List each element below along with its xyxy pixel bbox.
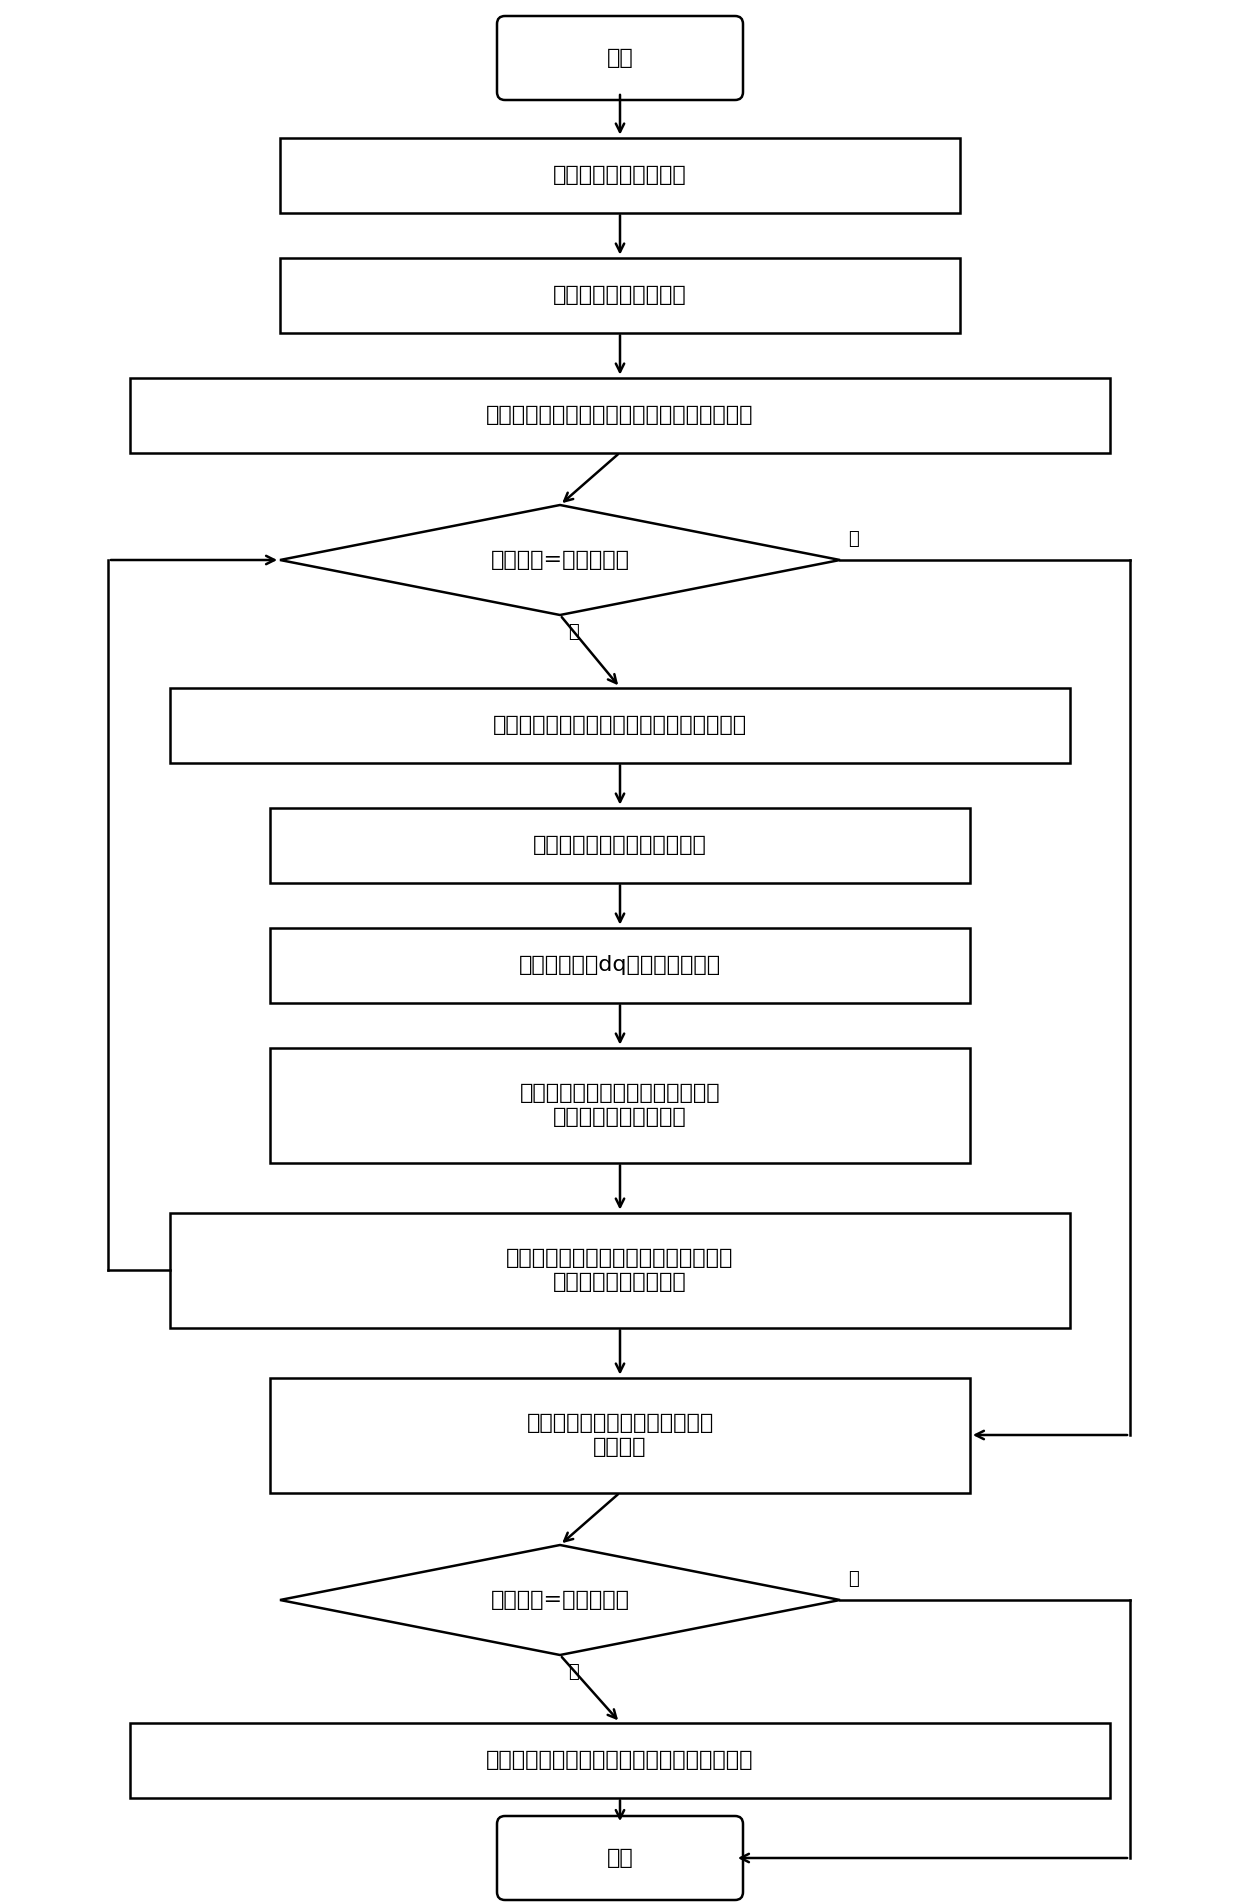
Bar [280,257,960,333]
Bar [170,687,1070,763]
Text: 电流环、速度环输出执行派克逆变换，
输出脉冲宽度调制信号: 电流环、速度环输出执行派克逆变换， 输出脉冲宽度调制信号 [506,1248,734,1291]
Text: 监测液体活塞内液体压强，调节液压活塞面积: 监测液体活塞内液体压强，调节液压活塞面积 [486,405,754,424]
Text: 测量直线发电机的三相电流值: 测量直线发电机的三相电流值 [533,835,707,856]
Text: 是: 是 [848,531,859,548]
Bar [130,377,1110,453]
Text: 输出电压=额定电压？: 输出电压=额定电压？ [491,1590,630,1609]
Text: 否: 否 [568,624,579,641]
Text: 冲程控制器调节活塞冲程，给出位置环给定: 冲程控制器调节活塞冲程，给出位置环给定 [494,715,746,734]
Polygon shape [280,1544,839,1655]
FancyBboxPatch shape [497,1816,743,1900]
Text: 设定功率=输出功率？: 设定功率=输出功率？ [491,550,630,571]
Text: 测量直线发电机的三相电流值、
输出电压: 测量直线发电机的三相电流值、 输出电压 [526,1413,714,1457]
Bar [270,808,970,883]
Polygon shape [280,506,839,614]
Text: 测量输入电网的电功率: 测量输入电网的电功率 [553,285,687,304]
Bar [170,1212,1070,1328]
Bar [270,928,970,1002]
Bar [270,1377,970,1493]
Text: 否: 否 [568,1662,579,1681]
Bar [270,1048,970,1162]
Text: 采用位置环、速度环、电流环结构
控制，给出速度环给定: 采用位置环、速度环、电流环结构 控制，给出速度环给定 [520,1084,720,1126]
Text: 是: 是 [848,1569,859,1588]
Bar [280,137,960,213]
Text: 派克变化得到dq坐标系下电流值: 派克变化得到dq坐标系下电流值 [518,955,722,976]
Text: 采用电压环、电流环结构控制，输出额定电压: 采用电压环、电流环结构控制，输出额定电压 [486,1750,754,1771]
FancyBboxPatch shape [497,15,743,101]
Bar [130,1723,1110,1797]
Text: 设定电网所需的电功率: 设定电网所需的电功率 [553,165,687,184]
Text: 结束: 结束 [606,1849,634,1868]
Text: 开始: 开始 [606,48,634,68]
